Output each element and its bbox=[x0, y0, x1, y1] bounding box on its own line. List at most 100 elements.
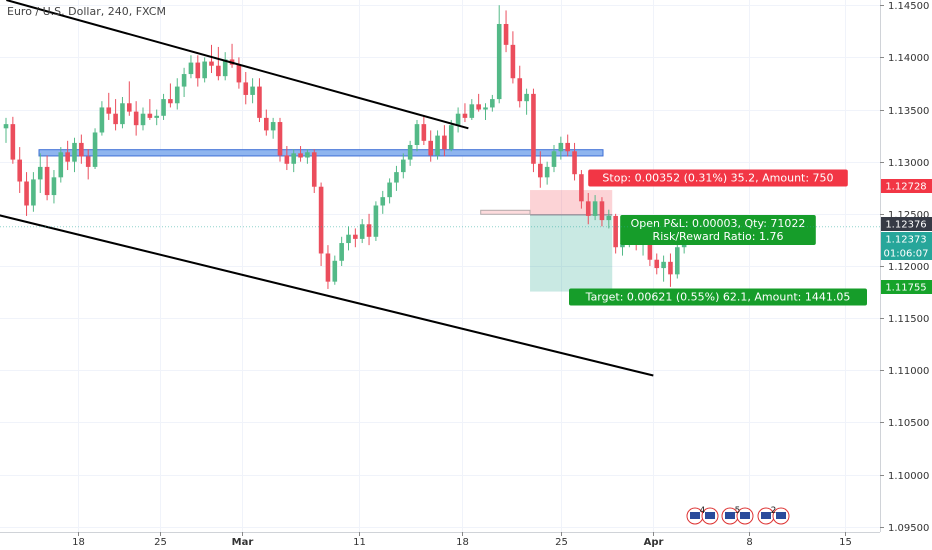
candle-body bbox=[373, 205, 379, 237]
candle-up bbox=[675, 243, 680, 279]
candle-up bbox=[332, 255, 338, 285]
candle-body bbox=[401, 159, 406, 173]
candle-up bbox=[339, 236, 344, 266]
candle-body bbox=[592, 201, 598, 216]
stop-zone bbox=[530, 190, 613, 215]
trendlines[interactable] bbox=[0, 0, 654, 377]
target-label-text: Target: 0.00621 (0.55%) 62.1, Amount: 14… bbox=[585, 291, 851, 304]
candle-body bbox=[531, 93, 536, 164]
candle-up bbox=[37, 153, 43, 193]
candle-up bbox=[161, 93, 166, 120]
candle-body bbox=[17, 159, 22, 182]
candle-body bbox=[181, 74, 187, 87]
candle-up bbox=[483, 103, 488, 120]
candle-body bbox=[305, 152, 310, 158]
candle-body bbox=[291, 153, 296, 164]
candles bbox=[3, 5, 694, 289]
price-tick-label: 1.10500 bbox=[888, 418, 929, 429]
candle-body bbox=[366, 224, 372, 237]
candle-up bbox=[72, 137, 77, 173]
candle-body bbox=[51, 177, 57, 196]
candle-up bbox=[435, 130, 440, 160]
candle-down bbox=[517, 65, 523, 108]
candle-body bbox=[236, 64, 242, 83]
candle-up bbox=[99, 101, 105, 136]
candle-up bbox=[140, 107, 146, 131]
candle-body bbox=[620, 243, 625, 248]
price-axis[interactable]: 1.14500 1.14000 1.13500 1.13000 1.12500 1.120… bbox=[880, 1, 929, 534]
candle-down bbox=[366, 213, 372, 246]
candle-up bbox=[490, 94, 495, 112]
candle-body bbox=[332, 260, 338, 282]
event-flag-icon: 5 bbox=[721, 506, 754, 525]
candle-up bbox=[661, 255, 666, 282]
candle-body bbox=[37, 166, 43, 180]
candle-body bbox=[544, 166, 550, 178]
event-flag-icon: 2 bbox=[757, 506, 790, 525]
horizontal-zone[interactable] bbox=[38, 149, 604, 157]
price-tick-label: 1.10000 bbox=[888, 471, 929, 482]
time-tick-label: 18 bbox=[72, 537, 85, 548]
candle-body bbox=[585, 201, 591, 216]
candle-body bbox=[264, 117, 269, 131]
candle-body bbox=[483, 107, 488, 110]
price-badge-text: 01:06:07 bbox=[884, 249, 929, 260]
candle-up bbox=[496, 5, 502, 104]
candle-up bbox=[373, 201, 379, 241]
candle-body bbox=[24, 181, 29, 206]
economic-events[interactable]: 4 5 2 bbox=[686, 506, 790, 525]
candle-up bbox=[58, 147, 64, 183]
candle-body bbox=[72, 142, 77, 162]
candle-up bbox=[606, 209, 612, 229]
candle-down bbox=[10, 116, 16, 164]
candle-body bbox=[277, 122, 283, 156]
candle-body bbox=[675, 247, 680, 275]
candle-down bbox=[572, 142, 577, 181]
target-zone bbox=[530, 214, 613, 292]
candle-body bbox=[490, 99, 495, 108]
candle-body bbox=[551, 151, 557, 167]
candle-down bbox=[654, 253, 660, 275]
candle-body bbox=[243, 82, 249, 95]
candle-up bbox=[387, 178, 392, 204]
candle-down bbox=[531, 88, 536, 173]
candle-body bbox=[661, 261, 666, 269]
price-tick-label: 1.11500 bbox=[888, 314, 929, 325]
candle-body bbox=[250, 86, 255, 95]
price-tick-label: 1.12000 bbox=[888, 262, 929, 273]
candle-up bbox=[181, 67, 187, 98]
candle-down bbox=[318, 182, 324, 266]
event-count: 4 bbox=[700, 506, 706, 516]
stop-label-text: Stop: 0.00352 (0.31%) 35.2, Amount: 750 bbox=[602, 172, 833, 185]
price-badges: 1.12728 1.12376 1.12373 01:06:07 1.11755 bbox=[0, 179, 932, 294]
candle-down bbox=[216, 46, 221, 81]
candle-body bbox=[538, 163, 543, 178]
candle-body bbox=[133, 111, 139, 126]
candle-down bbox=[209, 44, 214, 74]
candle-down bbox=[613, 213, 618, 254]
candle-body bbox=[613, 215, 618, 248]
candle-body bbox=[448, 125, 454, 150]
time-axis[interactable]: 18 25 Mar 11 18 25 Apr 8 15 bbox=[72, 532, 852, 548]
candle-down bbox=[353, 228, 358, 248]
price-badge: 1.12728 bbox=[881, 179, 932, 193]
candle-down bbox=[421, 115, 427, 145]
candle-body bbox=[517, 78, 523, 102]
candle-body bbox=[222, 59, 228, 77]
position-tool[interactable] bbox=[480, 190, 613, 292]
price-badge: 01:06:07 bbox=[881, 246, 932, 260]
candle-down bbox=[127, 81, 132, 116]
price-badge-text: 1.11755 bbox=[885, 283, 926, 294]
candle-body bbox=[558, 142, 564, 152]
candle-body bbox=[140, 113, 146, 126]
candle-up bbox=[558, 136, 564, 160]
candle-down bbox=[538, 151, 543, 188]
price-tick-label: 1.13000 bbox=[888, 158, 929, 169]
candle-body bbox=[85, 156, 91, 167]
candle-body bbox=[510, 44, 516, 79]
candle-body bbox=[154, 115, 159, 118]
price-tick-label: 1.13500 bbox=[888, 106, 929, 117]
price-badge-bg bbox=[881, 246, 932, 260]
